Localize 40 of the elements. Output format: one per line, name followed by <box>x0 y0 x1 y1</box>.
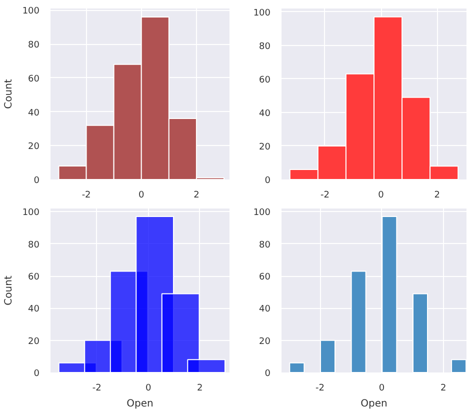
y-tick-label: 40 <box>28 108 40 118</box>
x-tick-label: -2 <box>320 190 330 200</box>
x-tick-label: 2 <box>440 384 446 394</box>
y-tick-label: 40 <box>259 108 271 119</box>
y-tick-label: 60 <box>259 272 271 283</box>
x-tick-label: 0 <box>378 190 384 200</box>
y-tick-label: 20 <box>28 336 40 347</box>
y-tick-label: 60 <box>28 74 40 84</box>
y-tick-label: 0 <box>264 369 271 379</box>
y-tick-label: 100 <box>22 6 40 17</box>
x-tick-label: 0 <box>378 384 385 394</box>
x-tick-label: 2 <box>434 190 440 200</box>
x-axis-title: Open <box>360 398 388 410</box>
y-tick-label: 80 <box>28 40 40 51</box>
x-tick-label: 0 <box>138 190 145 200</box>
x-tick-label: -2 <box>316 384 325 394</box>
y-tick-label: 100 <box>253 8 271 18</box>
y-tick-label: 40 <box>259 304 271 315</box>
y-tick-label: 80 <box>28 240 40 250</box>
y-tick-label: 0 <box>264 176 271 186</box>
x-tick-label: -2 <box>92 384 102 394</box>
y-tick-label: 60 <box>28 272 40 283</box>
x-tick-label: 0 <box>146 384 152 394</box>
y-tick-label: 40 <box>28 304 40 315</box>
y-tick-label: 100 <box>253 208 271 218</box>
x-axis-title: Open <box>126 398 154 410</box>
x-tick-label: 2 <box>194 190 200 200</box>
x-tick-label: -2 <box>82 190 91 200</box>
y-tick-label: 100 <box>22 208 40 218</box>
y-axis-title: Count <box>3 276 14 306</box>
y-tick-label: 20 <box>259 142 271 152</box>
y-tick-label: 0 <box>34 176 40 186</box>
y-tick-label: 80 <box>259 240 271 250</box>
x-tick-label: 2 <box>197 384 203 394</box>
y-axis-title: Count <box>3 79 14 109</box>
y-tick-label: 20 <box>259 336 271 347</box>
y-tick-label: 80 <box>259 42 271 52</box>
y-tick-label: 20 <box>28 142 40 152</box>
y-tick-label: 60 <box>259 75 271 86</box>
y-tick-label: 0 <box>34 369 40 379</box>
